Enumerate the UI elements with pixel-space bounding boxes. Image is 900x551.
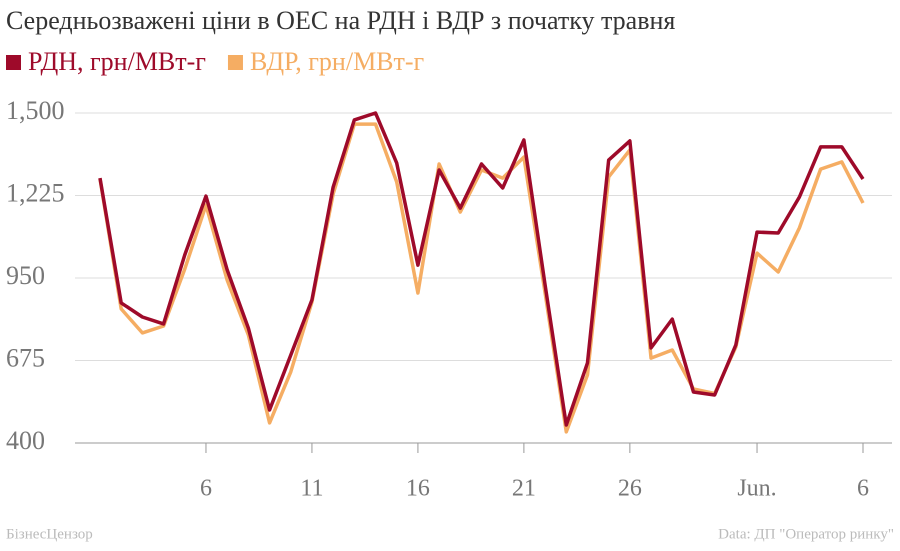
legend-swatch xyxy=(6,55,21,70)
x-tick-label: 6 xyxy=(200,476,212,502)
y-tick-label: 400 xyxy=(6,426,45,455)
series-line xyxy=(98,111,865,427)
x-tick-label: 6 xyxy=(857,476,869,502)
y-tick-label: 950 xyxy=(6,261,45,290)
x-tick-label: 21 xyxy=(512,476,536,502)
source-right: Data: ДП "Оператор ринку" xyxy=(718,526,894,542)
x-tick-label: 26 xyxy=(618,476,642,502)
legend-label: РДН, грн/МВт-г xyxy=(28,47,206,76)
y-tick-label: 675 xyxy=(6,343,45,372)
x-tick-label: Jun. xyxy=(737,476,776,502)
y-tick-label: 1,500 xyxy=(6,96,65,125)
chart-title: Середньозважені ціни в ОЕС на РДН і ВДР … xyxy=(6,6,675,35)
source-left: БізнесЦензор xyxy=(6,526,93,542)
y-tick-label: 1,225 xyxy=(6,178,65,207)
x-tick-label: 11 xyxy=(300,476,323,502)
legend-swatch xyxy=(227,55,243,70)
x-tick-label: 16 xyxy=(406,476,430,502)
legend-label: ВДР, грн/МВт-г xyxy=(250,47,424,76)
